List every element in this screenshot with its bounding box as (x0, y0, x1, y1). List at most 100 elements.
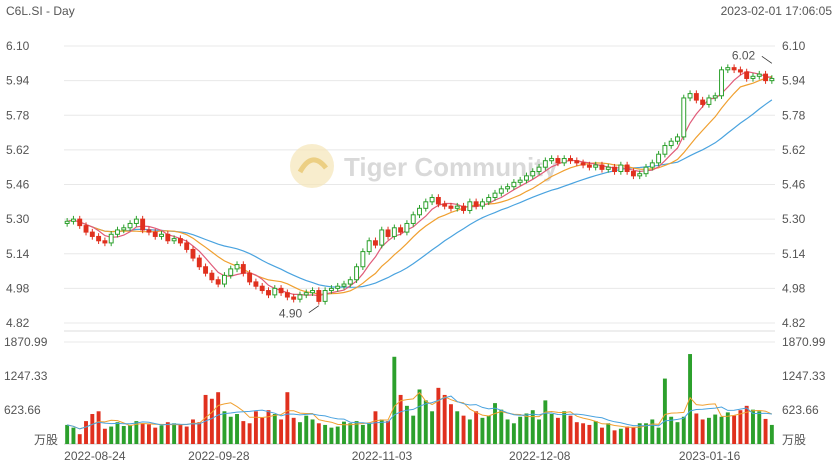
candle-body (725, 67, 731, 71)
volume-bar (304, 415, 309, 444)
candle-body (341, 283, 347, 287)
candle-body (108, 233, 114, 244)
volume-bar (562, 411, 567, 444)
price-tick-label: 5.78 (782, 108, 806, 122)
volume-bar (77, 434, 82, 444)
candle-body (347, 279, 353, 285)
ma5-line (66, 70, 773, 297)
price-tick-label: 5.62 (782, 143, 806, 157)
volume-bar (713, 414, 718, 444)
candle-body (379, 229, 385, 246)
candle-body (505, 186, 511, 190)
volume-bar (644, 423, 648, 444)
candle-body (517, 179, 523, 183)
volume-bar (662, 378, 667, 444)
price-tick-label: 4.98 (782, 281, 806, 295)
volume-bar (348, 423, 353, 444)
candle-body (310, 290, 315, 294)
candle-body (467, 201, 473, 211)
candle-body (366, 240, 372, 253)
volume-bar (744, 405, 749, 444)
volume-tick-label: 1870.99 (782, 335, 826, 349)
volume-bar (442, 394, 447, 444)
candle-body (64, 220, 70, 224)
volume-bar (455, 411, 460, 444)
candle-body (530, 171, 536, 177)
candle-body (737, 69, 743, 73)
volume-bar (373, 411, 378, 444)
candle-body (706, 97, 712, 105)
volume-bar (757, 411, 762, 444)
volume-bar (411, 415, 416, 444)
candle-body (612, 166, 618, 173)
candle-body (656, 153, 662, 164)
volume-bar (518, 416, 523, 444)
volume-bar (159, 425, 164, 444)
volume-bar (669, 416, 674, 444)
price-tick-label: 6.10 (6, 39, 30, 53)
candle-body (165, 233, 171, 242)
candle-body (744, 71, 750, 79)
candle-body (303, 292, 309, 296)
volume-bar (323, 424, 328, 444)
volume-bar (524, 413, 529, 444)
volume-bar (700, 419, 705, 444)
candle-body (524, 175, 529, 181)
candle-body (429, 196, 435, 203)
volume-tick-label: 623.66 (4, 403, 41, 417)
volume-bar (574, 422, 579, 444)
candle-body (146, 229, 152, 233)
volume-bar (197, 422, 202, 444)
volume-bar (316, 423, 321, 444)
volume-bar (165, 422, 170, 444)
tiger-logo-icon (290, 144, 334, 188)
volume-bar (260, 417, 265, 444)
volume-bar (656, 427, 661, 444)
volume-bar (738, 410, 743, 444)
candle-body (133, 218, 139, 224)
volume-bar (486, 415, 491, 444)
candle-body (215, 279, 221, 285)
volume-tick-label: 623.66 (782, 403, 819, 417)
volume-bar (600, 427, 604, 444)
volume-bar (549, 414, 554, 444)
candle-body (398, 227, 404, 233)
watermark: Tiger Community (290, 144, 558, 188)
volume-bar (625, 426, 630, 444)
candle-body (687, 93, 693, 99)
volume-bar (675, 422, 680, 444)
date-axis: 2022-08-24 2022-09-28 2022-11-03 2022-12-08… (64, 449, 740, 463)
volume-bar (228, 416, 233, 444)
candle-body (693, 93, 699, 101)
volume-bar (115, 422, 120, 444)
price-axis-left: 6.10 5.94 5.78 5.62 5.46 5.30 5.14 4.98 4.82 (6, 39, 30, 330)
candle-body (423, 201, 429, 209)
price-tick-label: 4.82 (782, 316, 806, 330)
volume-bar (763, 418, 768, 444)
price-tick-label: 5.30 (782, 212, 806, 226)
volume-bar (499, 409, 504, 444)
candle-body (278, 287, 284, 294)
annotation-label: 4.90 (279, 307, 303, 321)
price-tick-label: 5.94 (782, 74, 806, 88)
candle-body (152, 231, 158, 237)
candle-body (102, 240, 108, 244)
volume-bar (96, 411, 101, 444)
volume-bar (637, 423, 642, 444)
volume-bar (360, 424, 365, 444)
moving-average-lines (66, 70, 773, 297)
candle-body (479, 201, 485, 207)
candle-body (492, 192, 498, 198)
volume-bar (285, 392, 290, 444)
volume-bar (247, 423, 252, 444)
volume-ma-lines (66, 391, 773, 430)
volume-bar (367, 423, 372, 444)
candle-body (83, 225, 89, 233)
candle-body (184, 242, 190, 250)
candle-body (291, 296, 297, 300)
volume-axis-left: 1870.99 1247.33 623.66 万股 (4, 335, 58, 447)
volume-bar (568, 415, 573, 444)
candle-body (681, 97, 687, 138)
volume-bar (335, 426, 340, 444)
